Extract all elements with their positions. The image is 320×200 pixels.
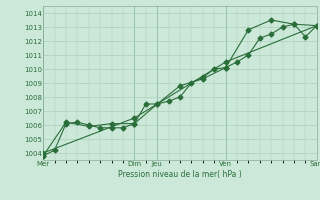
X-axis label: Pression niveau de la mer( hPa ): Pression niveau de la mer( hPa ) bbox=[118, 170, 242, 179]
